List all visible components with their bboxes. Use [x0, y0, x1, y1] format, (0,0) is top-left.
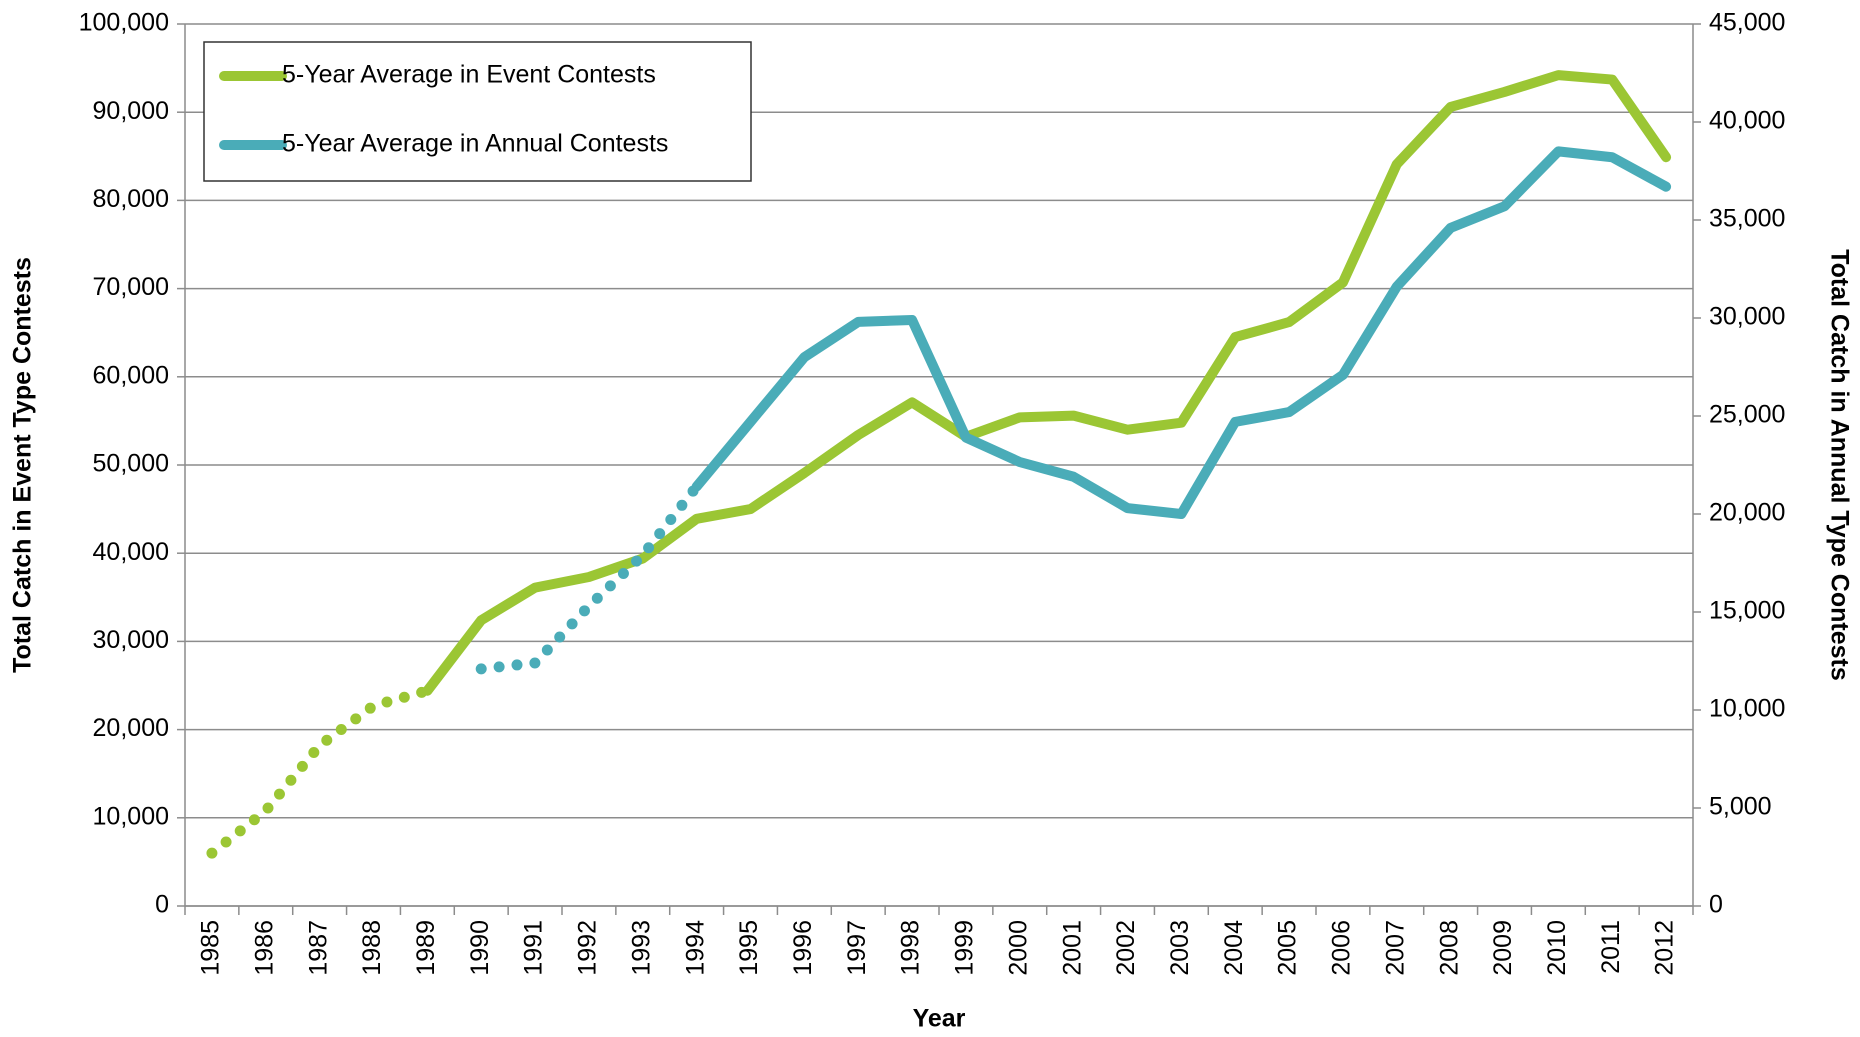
series-line-dotted	[475, 481, 703, 675]
x-tick-label: 2001	[1058, 920, 1086, 976]
y-tick-label: 40,000	[93, 538, 169, 566]
x-axis-title: Year	[913, 1005, 966, 1033]
x-tick-label: 1996	[789, 920, 817, 976]
y2-tick-label: 30,000	[1709, 303, 1785, 331]
series-line-dotted	[206, 685, 433, 859]
y2-tick-label: 5,000	[1709, 793, 1772, 821]
y-tick-label: 70,000	[93, 273, 169, 301]
x-tick-label: 1991	[520, 920, 548, 976]
x-tick-label: 2003	[1166, 920, 1194, 976]
x-tick-label: 2000	[1004, 920, 1032, 976]
y-tick-label: 30,000	[93, 626, 169, 654]
y-tick-label: 80,000	[93, 185, 169, 213]
x-tick-label: 1985	[197, 920, 225, 976]
legend-box	[203, 41, 752, 182]
y2-tick-label: 45,000	[1709, 9, 1785, 37]
x-tick-label: 2002	[1112, 920, 1140, 976]
x-tick-label: 2006	[1328, 920, 1356, 976]
y2-tick-label: 10,000	[1709, 695, 1785, 723]
y-tick-label: 50,000	[93, 450, 169, 478]
y-tick-label: 0	[155, 891, 169, 919]
x-tick-label: 1988	[358, 920, 386, 976]
x-tick-label: 2010	[1543, 920, 1571, 976]
x-tick-label: 1987	[304, 920, 332, 976]
x-tick-label: 1998	[897, 920, 925, 976]
y2-tick-label: 0	[1709, 891, 1723, 919]
x-tick-label: 1997	[843, 920, 871, 976]
y2-tick-label: 15,000	[1709, 597, 1785, 625]
y2-tick-label: 25,000	[1709, 401, 1785, 429]
y2-tick-label: 35,000	[1709, 205, 1785, 233]
x-tick-label: 2005	[1274, 920, 1302, 976]
legend-label: 5-Year Average in Annual Contests	[282, 130, 668, 158]
x-tick-label: 2008	[1435, 920, 1463, 976]
y2-axis-title: Total Catch in Annual Type Contests	[1825, 249, 1853, 681]
y-tick-label: 10,000	[93, 802, 169, 830]
x-tick-label: 1993	[627, 920, 655, 976]
x-tick-label: 1995	[735, 920, 763, 976]
x-tick-label: 1994	[681, 920, 709, 976]
y-tick-label: 90,000	[93, 97, 169, 125]
x-tick-label: 1986	[250, 920, 278, 976]
series-line	[691, 146, 1672, 519]
x-tick-label: 1992	[574, 920, 602, 976]
x-tick-label: 2004	[1220, 920, 1248, 976]
x-tick-label: 2011	[1597, 920, 1625, 974]
x-tick-label: 2012	[1651, 920, 1679, 976]
x-tick-label: 1989	[412, 920, 440, 976]
y-tick-label: 20,000	[93, 714, 169, 742]
y2-tick-label: 40,000	[1709, 107, 1785, 135]
y-axis-title: Total Catch in Event Type Contests	[9, 257, 37, 673]
x-tick-label: 2007	[1381, 920, 1409, 976]
x-tick-label: 2009	[1489, 920, 1517, 976]
x-tick-label: 1999	[951, 920, 979, 976]
legend-label: 5-Year Average in Event Contests	[282, 61, 656, 89]
y-tick-label: 100,000	[79, 9, 169, 37]
x-tick-label: 1990	[466, 920, 494, 976]
y2-tick-label: 20,000	[1709, 499, 1785, 527]
y-tick-label: 60,000	[93, 361, 169, 389]
